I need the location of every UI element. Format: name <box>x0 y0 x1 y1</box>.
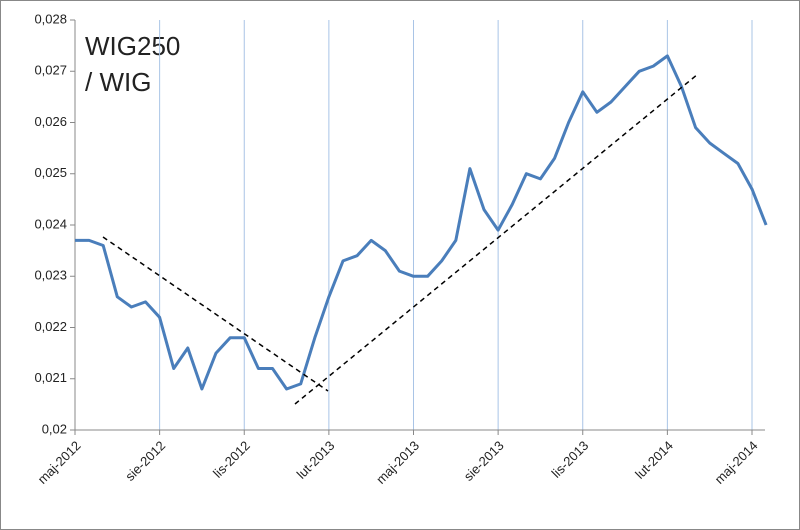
chart-title: WIG250 <box>85 31 180 61</box>
trend-line <box>294 73 699 405</box>
y-tick-label: 0,024 <box>34 216 67 231</box>
y-tick-label: 0,023 <box>34 268 67 283</box>
y-tick-label: 0,022 <box>34 319 67 334</box>
y-tick-label: 0,026 <box>34 114 67 129</box>
data-line <box>75 54 768 391</box>
y-tick-label: 0,027 <box>34 63 67 78</box>
chart-title: / WIG <box>85 67 151 97</box>
y-tick-label: 0,025 <box>34 165 67 180</box>
y-tick-label: 0,028 <box>34 11 67 26</box>
trend-line <box>102 236 329 392</box>
y-tick-label: 0,02 <box>42 421 67 436</box>
y-tick-label: 0,021 <box>34 370 67 385</box>
